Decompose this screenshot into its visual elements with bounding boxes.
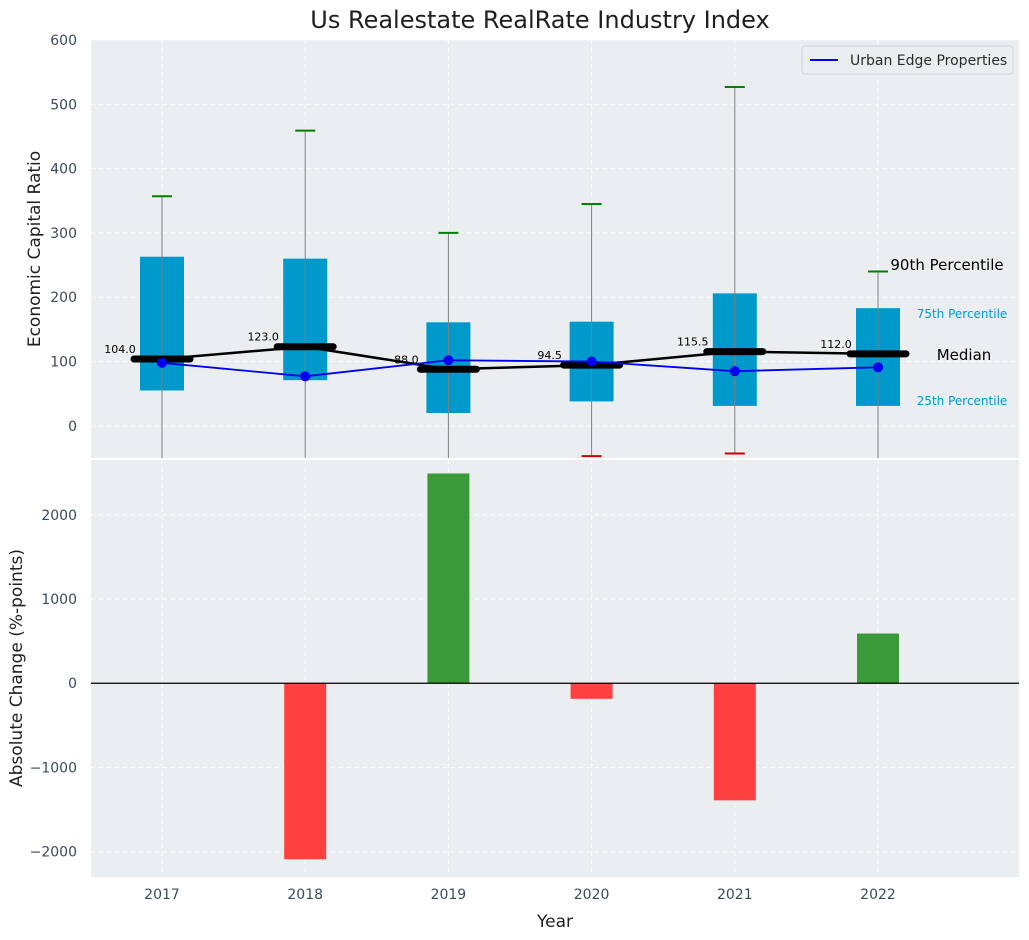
series-point-urban-edge <box>300 371 311 382</box>
series-point-urban-edge <box>586 356 597 367</box>
x-tick-label: 2019 <box>431 887 467 903</box>
top-y-tick-label: 600 <box>50 33 77 49</box>
chart-title: Us Realestate RealRate Industry Index <box>310 6 769 34</box>
annotation-p75: 75th Percentile <box>917 307 1008 321</box>
median-label-2022: 112.0 <box>820 338 852 351</box>
annotation-median: Median <box>937 346 992 364</box>
x-tick-label: 2020 <box>574 887 610 903</box>
x-tick-label: 2018 <box>287 887 323 903</box>
x-axis-label: Year <box>536 912 573 932</box>
top-y-axis-label: Economic Capital Ratio <box>25 151 45 347</box>
median-label-2021: 115.5 <box>677 336 709 349</box>
legend-label-urban-edge: Urban Edge Properties <box>850 53 1007 69</box>
top-panel: 0 100 200 300 400 500 600 104.0 123.0 88.0 94.5 115… <box>50 33 1019 460</box>
top-y-tick-label: 500 <box>50 97 77 113</box>
top-y-tick-label: 100 <box>50 355 77 371</box>
top-y-tick-label: 200 <box>50 290 77 306</box>
change-bar-2022 <box>857 633 899 684</box>
x-tick-label: 2021 <box>717 887 753 903</box>
change-bar-2019 <box>427 473 470 684</box>
median-label-2018: 123.0 <box>247 331 279 344</box>
bottom-y-tick-label: 1000 <box>41 592 77 608</box>
annotation-p90: 90th Percentile <box>890 256 1003 274</box>
legend: Urban Edge Properties <box>801 45 1014 75</box>
top-y-tick-label: 0 <box>68 419 77 435</box>
x-tick-label: 2022 <box>860 887 896 903</box>
change-bar-2021 <box>713 683 756 801</box>
series-point-urban-edge <box>729 366 740 377</box>
series-line-urban-edge <box>161 359 879 378</box>
annotation-p25: 25th Percentile <box>917 394 1008 408</box>
series-point-urban-edge <box>157 357 167 368</box>
median-label-2020: 94.5 <box>537 349 562 362</box>
change-bar-2020 <box>570 683 613 699</box>
legend-box <box>801 45 1014 75</box>
top-y-tick-label: 300 <box>50 226 77 242</box>
top-y-tick-label: 400 <box>50 162 77 178</box>
series-point-urban-edge <box>873 362 883 373</box>
x-tick-label: 2017 <box>144 887 180 903</box>
bottom-y-tick-label: 0 <box>68 676 77 692</box>
change-bar-2018 <box>284 683 327 860</box>
bottom-y-axis-label: Absolute Change (%-points) <box>7 549 27 787</box>
median-label-2017: 104.0 <box>104 343 136 356</box>
bottom-panel: −2000 −1000 0 1000 2000 2017 2018 2019 2020 2021 2… <box>30 460 1019 903</box>
median-label-2019: 88.0 <box>394 353 419 366</box>
bottom-y-tick-label: 2000 <box>41 508 77 524</box>
bottom-y-tick-label: −2000 <box>30 845 77 861</box>
series-point-urban-edge <box>443 355 454 366</box>
bottom-y-tick-label: −1000 <box>30 760 77 776</box>
